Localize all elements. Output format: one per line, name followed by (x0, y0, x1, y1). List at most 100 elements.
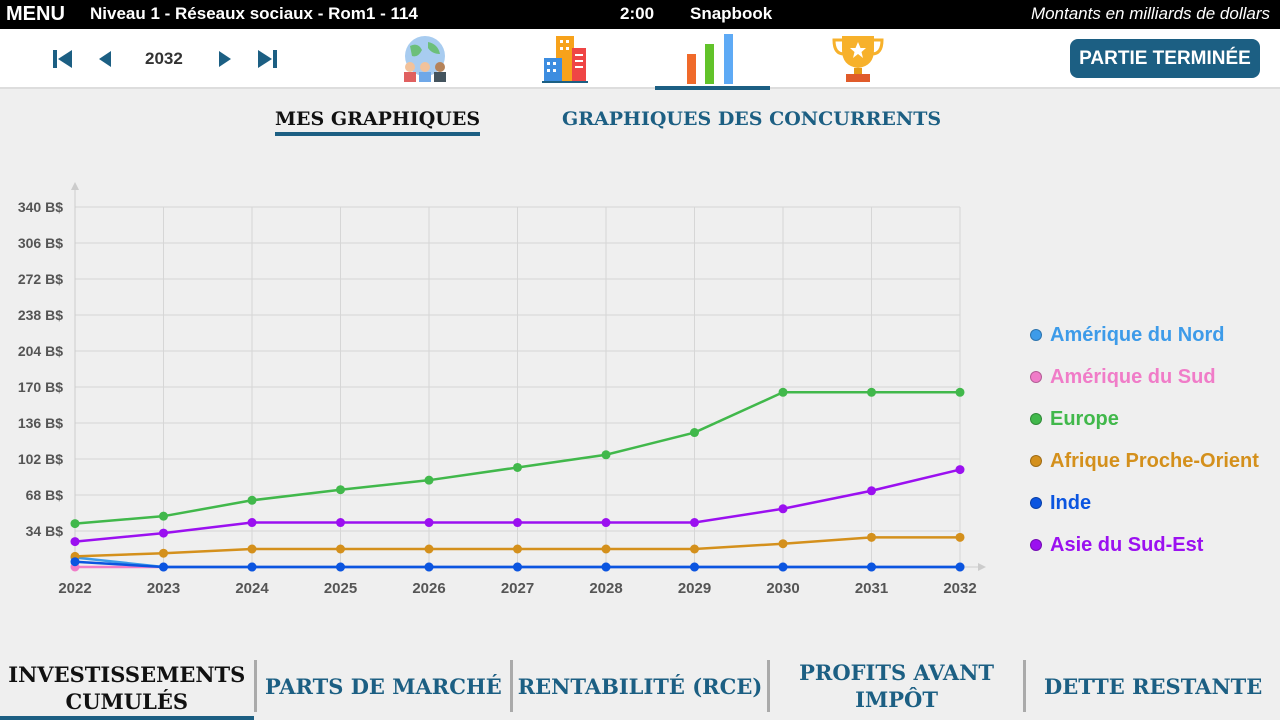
y-tick-label: 340 B$ (18, 199, 63, 215)
legend-marker-icon (1030, 539, 1042, 551)
y-axis-arrow (71, 182, 79, 190)
tab-remaining-debt[interactable]: DETTE RESTANTE (1023, 660, 1280, 712)
legend: Amérique du Nord Amérique du Sud Europe Afr… (1030, 314, 1259, 566)
data-point (159, 528, 168, 538)
data-point (247, 544, 257, 554)
y-tick-label: 34 B$ (26, 523, 64, 539)
prev-icon[interactable] (97, 49, 113, 69)
legend-label: Amérique du Sud (1050, 365, 1216, 388)
data-point (867, 387, 876, 397)
world-people-icon[interactable] (395, 34, 455, 84)
finish-game-button[interactable]: PARTIE TERMINÉE (1070, 39, 1260, 78)
data-point (513, 462, 522, 472)
data-point (955, 562, 965, 572)
legend-label: Inde (1050, 491, 1092, 514)
legend-marker-icon (1030, 371, 1042, 383)
active-tab-indicator (655, 86, 770, 90)
x-tick-label: 2025 (324, 580, 357, 597)
menu-button[interactable]: MENU (6, 3, 65, 25)
next-icon[interactable] (217, 49, 233, 69)
y-tick-label: 238 B$ (18, 307, 63, 323)
x-tick-label: 2023 (147, 580, 180, 597)
last-icon[interactable] (257, 49, 277, 69)
data-point (778, 562, 788, 572)
data-point (513, 562, 522, 572)
data-point (867, 486, 876, 496)
data-point (867, 532, 876, 542)
tab-market-share[interactable]: PARTS DE MARCHÉ (253, 660, 511, 712)
tab-label: RENTABILITÉ (RCE) (517, 673, 763, 699)
data-point (247, 562, 257, 572)
data-point (336, 518, 345, 528)
level-label: Niveau 1 - Réseaux sociaux - Rom1 - 114 (90, 4, 418, 23)
tab-cumulative-investments[interactable]: INVESTISSEMENTS CUMULÉS (0, 660, 254, 720)
legend-item[interactable]: Amérique du Nord (1030, 314, 1259, 356)
data-point (690, 562, 699, 572)
x-tick-label: 2026 (412, 580, 445, 597)
data-point (601, 562, 611, 572)
x-tick-label: 2028 (589, 580, 622, 597)
data-point (70, 557, 80, 567)
data-point (778, 539, 788, 549)
bar-chart-icon[interactable] (683, 34, 743, 84)
data-point (159, 511, 168, 521)
data-point (159, 562, 168, 572)
tab-label: IMPÔT (855, 687, 938, 712)
y-tick-label: 272 B$ (18, 271, 63, 287)
tab-label: PARTS DE MARCHÉ (264, 673, 502, 699)
data-point (247, 518, 257, 528)
data-point (247, 495, 257, 505)
legend-item[interactable]: Amérique du Sud (1030, 356, 1259, 398)
legend-item[interactable]: Inde (1030, 482, 1259, 524)
city-icon[interactable] (538, 34, 598, 84)
legend-item[interactable]: Europe (1030, 398, 1259, 440)
legend-label: Afrique Proche-Orient (1050, 449, 1259, 472)
top-bar: MENU Niveau 1 - Réseaux sociaux - Rom1 -… (0, 0, 1280, 29)
company-name: Snapbook (690, 4, 773, 23)
bottom-tabs: INVESTISSEMENTS CUMULÉS PARTS DE MARCHÉ R… (0, 655, 1280, 720)
data-point (159, 548, 168, 558)
data-point (867, 562, 876, 572)
line-chart: 34 B$ 68 B$ 102 B$ 136 B$ 170 B$ 204 B$ 238 B$… (18, 182, 986, 597)
y-tick-label: 102 B$ (18, 451, 63, 467)
data-point (424, 518, 434, 528)
tab-my-charts[interactable]: MES GRAPHIQUES (275, 108, 481, 136)
data-point (424, 475, 434, 485)
data-point (70, 537, 80, 547)
tab-label: DETTE RESTANTE (1044, 673, 1263, 699)
y-tick-label: 306 B$ (18, 235, 63, 251)
data-point (778, 387, 788, 397)
data-point (601, 544, 611, 554)
data-point (336, 485, 345, 495)
legend-item[interactable]: Asie du Sud-Est (1030, 524, 1259, 566)
tab-label: CUMULÉS (65, 689, 189, 714)
x-tick-label: 2032 (943, 580, 976, 597)
legend-item[interactable]: Afrique Proche-Orient (1030, 440, 1259, 482)
data-point (778, 504, 788, 514)
tab-competitor-charts[interactable]: GRAPHIQUES DES CONCURRENTS (562, 108, 942, 130)
y-tick-label: 68 B$ (26, 487, 64, 503)
x-tick-label: 2022 (58, 580, 91, 597)
x-axis-arrow (978, 563, 986, 571)
data-point (513, 518, 522, 528)
x-tick-label: 2031 (855, 580, 888, 597)
data-point (424, 544, 434, 554)
trophy-icon[interactable] (828, 34, 888, 84)
tab-pretax-profits[interactable]: PROFITS AVANT IMPÔT (766, 660, 1024, 712)
x-tick-label: 2030 (766, 580, 799, 597)
tab-profitability[interactable]: RENTABILITÉ (RCE) (510, 660, 767, 712)
tab-label: INVESTISSEMENTS (8, 662, 246, 687)
data-point (690, 428, 699, 438)
y-tick-label: 136 B$ (18, 415, 63, 431)
x-tick-label: 2027 (501, 580, 534, 597)
legend-label: Asie du Sud-Est (1050, 533, 1204, 556)
first-icon[interactable] (53, 49, 73, 69)
x-tick-label: 2024 (235, 580, 269, 597)
data-point (690, 544, 699, 554)
data-point (336, 562, 345, 572)
data-point (424, 562, 434, 572)
legend-marker-icon (1030, 497, 1042, 509)
data-point (70, 519, 80, 529)
y-tick-label: 170 B$ (18, 379, 63, 395)
legend-label: Amérique du Nord (1050, 323, 1225, 346)
